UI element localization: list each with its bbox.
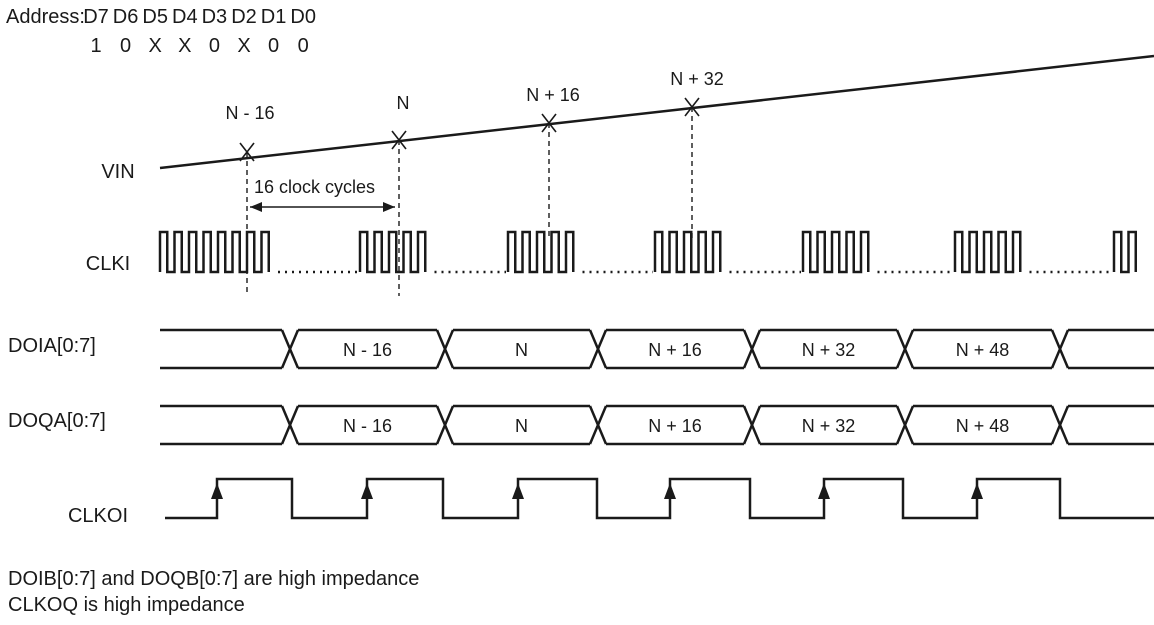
clki-burst: [653, 230, 722, 274]
clkoi-rising-edge-arrow: [818, 483, 830, 499]
sample-label: N + 32: [670, 69, 724, 89]
clki-burst: [953, 230, 1022, 274]
signal-label-clkoi: CLKOI: [68, 505, 128, 527]
clkoi-rising-edge-arrow: [361, 483, 373, 499]
address-bit-name: D4: [172, 6, 198, 28]
bus-value: N + 16: [648, 340, 702, 360]
bus-crossing: [742, 405, 762, 445]
address-bits: D7 1 D6 0 D5 X D4 X D3 0 D2 X D1 0 D0 0: [83, 6, 316, 57]
vin-ramp: [159, 54, 1154, 170]
bus-crossing: [588, 329, 608, 369]
sample-mark: [541, 113, 557, 133]
bus-crossing: [435, 329, 455, 369]
clki-burst: [358, 230, 427, 274]
sample-mark: [684, 97, 700, 117]
clkoi-rising-edge-arrow: [211, 483, 223, 499]
bus-crossing: [280, 329, 300, 369]
note-clkoq-high-impedance: CLKOQ is high impedance: [8, 594, 245, 616]
clki-burst: [801, 230, 870, 274]
bus-value: N - 16: [343, 416, 392, 436]
clki-burst: [158, 230, 270, 274]
bus-crossing: [742, 329, 762, 369]
bus-crossing: [895, 329, 915, 369]
signal-label-doia: DOIA[0:7]: [8, 335, 96, 357]
bus-value: N + 48: [956, 340, 1010, 360]
address-bit-name: D3: [202, 6, 228, 28]
sample-label: N: [397, 93, 410, 113]
address-bit-value: 1: [90, 35, 101, 57]
signal-label-clki: CLKI: [86, 253, 130, 275]
address-bit-value: X: [149, 35, 162, 57]
clkoi-rising-edge-arrow: [512, 483, 524, 499]
clkoi-line: [165, 477, 1154, 520]
clki-waveform: [158, 230, 1137, 274]
address-bit-value: 0: [268, 35, 279, 57]
doqa-bus: N - 16 N N + 16 N + 32 N + 48: [160, 404, 1154, 446]
bus-value: N: [515, 416, 528, 436]
sample-mark: [239, 142, 255, 162]
address-bit-name: D7: [83, 6, 109, 28]
clki-burst: [1112, 230, 1137, 274]
bus-value: N + 48: [956, 416, 1010, 436]
address-bit-value: X: [178, 35, 191, 57]
clkoi-rising-edge-arrow: [971, 483, 983, 499]
address-bit-value: 0: [298, 35, 309, 57]
note-dob-high-impedance: DOIB[0:7] and DOQB[0:7] are high impedan…: [8, 568, 420, 590]
bus-value: N: [515, 340, 528, 360]
address-bit-value: X: [237, 35, 250, 57]
sample-label: N + 16: [526, 85, 580, 105]
bus-value: N + 32: [802, 340, 856, 360]
interval-label: 16 clock cycles: [254, 177, 375, 197]
address-bit-name: D2: [231, 6, 257, 28]
sample-mark: [391, 130, 407, 150]
clki-burst: [506, 230, 575, 274]
signal-label-doqa: DOQA[0:7]: [8, 410, 106, 432]
address-bit-name: D6: [113, 6, 139, 28]
bus-crossing: [1050, 329, 1070, 369]
bus-crossing: [895, 405, 915, 445]
bus-crossing: [1050, 405, 1070, 445]
address-bit-name: D0: [290, 6, 316, 28]
interval-dimension: 16 clock cycles: [250, 177, 395, 212]
sample-label: N - 16: [225, 103, 274, 123]
bus-crossing: [280, 405, 300, 445]
clkoi-waveform: [165, 477, 1154, 520]
address-bit-value: 0: [120, 35, 131, 57]
interval-arrow-right: [383, 202, 395, 212]
bus-value: N - 16: [343, 340, 392, 360]
address-bit-name: D1: [261, 6, 287, 28]
interval-arrow-left: [250, 202, 262, 212]
bus-value: N + 32: [802, 416, 856, 436]
bus-value: N + 16: [648, 416, 702, 436]
address-label: Address:: [6, 6, 85, 28]
address-bit-value: 0: [209, 35, 220, 57]
address-bit-name: D5: [142, 6, 168, 28]
doia-bus: N - 16 N N + 16 N + 32 N + 48: [160, 328, 1154, 370]
sample-points: N - 16 N N + 16 N + 32: [225, 69, 724, 296]
signal-label-vin: VIN: [101, 161, 134, 183]
bus-crossing: [588, 405, 608, 445]
clkoi-rising-edge-arrow: [664, 483, 676, 499]
bus-crossing: [435, 405, 455, 445]
